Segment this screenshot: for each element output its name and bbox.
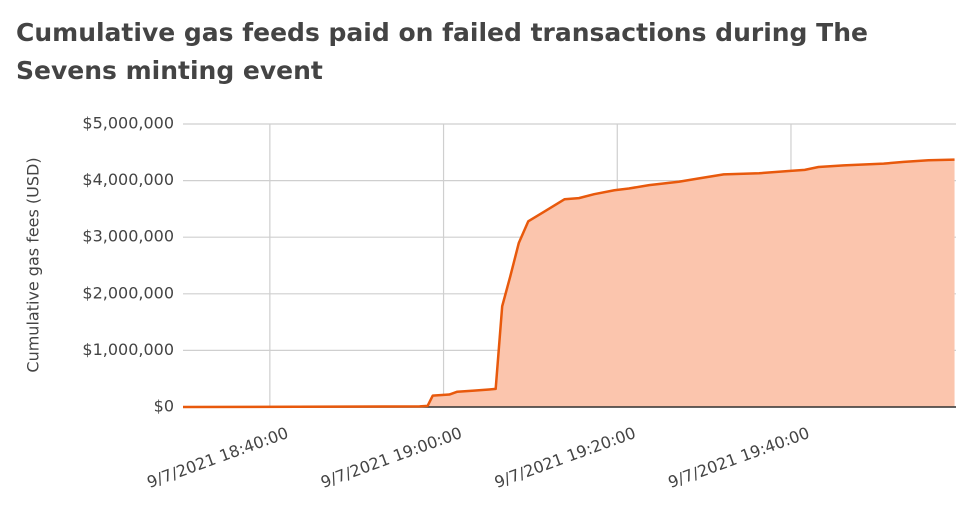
x-tick-label: 9/7/2021 18:40:00 [144, 423, 290, 492]
line [182, 158, 955, 409]
y-axis-title: Cumulative gas fees (USD) [24, 157, 43, 372]
y-tick-label: $3,000,000 [82, 227, 174, 246]
y-tick-label: $4,000,000 [82, 170, 174, 189]
title-box: Cumulative gas feeds paid on failed tran… [16, 18, 868, 85]
y-tick-label: $1,000,000 [82, 340, 174, 359]
chart-title: Cumulative gas feeds paid on failed tran… [16, 18, 868, 85]
area [183, 159, 955, 407]
x-tick-label: 9/7/2021 19:00:00 [318, 423, 464, 492]
x-tick-label: 9/7/2021 19:20:00 [492, 423, 638, 492]
y-tick-label: $0 [154, 397, 174, 416]
y-tick-label: $2,000,000 [82, 283, 174, 302]
x-tick-label: 9/7/2021 19:40:00 [666, 423, 812, 492]
y-tick-label: $5,000,000 [82, 114, 174, 133]
